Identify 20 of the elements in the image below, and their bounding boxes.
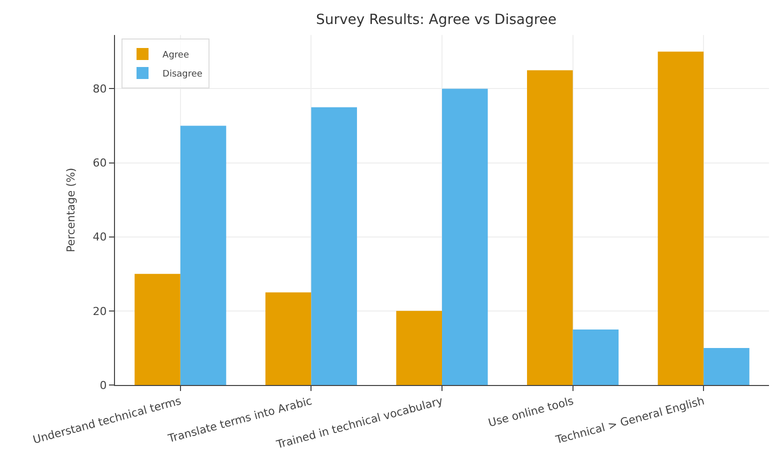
chart-title: Survey Results: Agree vs Disagree xyxy=(316,12,557,28)
legend-label: Agree xyxy=(162,50,190,61)
y-axis-title: Percentage (%) xyxy=(64,168,78,252)
y-tick-label: 40 xyxy=(92,230,107,244)
bar xyxy=(527,70,573,385)
y-tick-label: 20 xyxy=(92,304,107,318)
bar xyxy=(442,88,488,385)
bar xyxy=(180,126,226,385)
bar xyxy=(572,329,619,385)
bar xyxy=(704,348,750,385)
bar xyxy=(134,274,180,385)
x-tick-label: Use online tools xyxy=(486,394,576,430)
bar xyxy=(311,107,357,385)
bar xyxy=(658,52,704,385)
y-tick-label: 0 xyxy=(100,378,107,392)
y-tick-label: 60 xyxy=(92,156,107,170)
bar xyxy=(265,292,312,385)
bar xyxy=(396,310,442,385)
legend-label: Disagree xyxy=(162,70,203,80)
y-tick-label: 80 xyxy=(92,82,107,96)
